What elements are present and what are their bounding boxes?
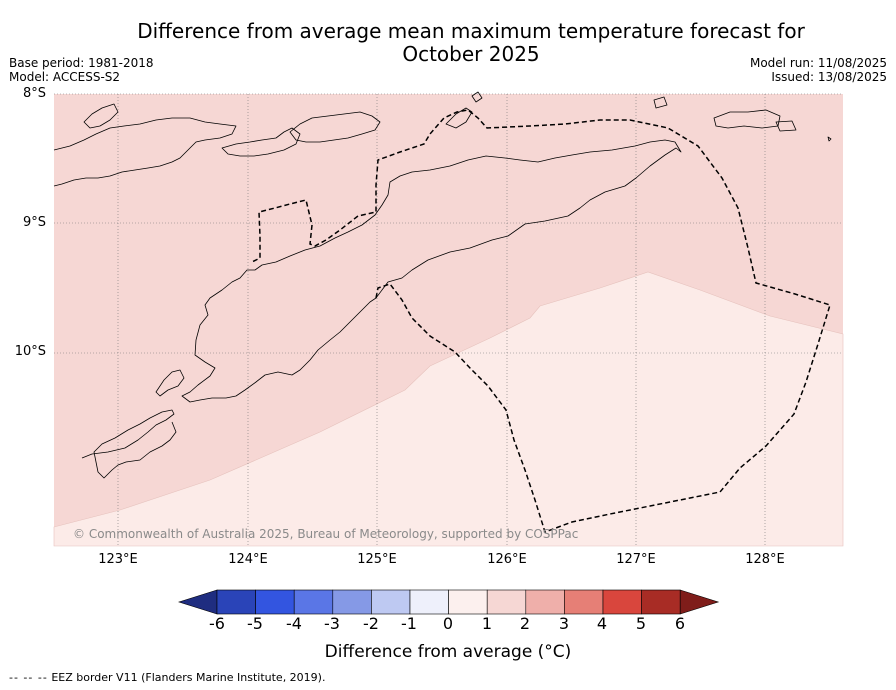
coastline-timor [181,139,682,403]
colorbar-tick: 4 [596,614,608,633]
lat-label-8s: 8°S [22,86,46,101]
lon-label-125e: 125°E [357,552,397,567]
colorbar-segment [525,589,565,615]
title-line-2: October 2025 [402,42,540,66]
lat-label-10s: 10°S [14,344,46,359]
colorbar-segments [178,589,720,615]
lon-label-124e: 124°E [228,552,268,567]
colorbar-segment [486,589,527,615]
coastline-wetar [445,107,473,129]
colorbar-tick: -3 [324,614,340,633]
colorbar-segment [332,589,372,615]
legend-dash-symbol: -- -- -- [9,671,48,684]
lon-label-126e: 126°E [487,552,527,567]
colorbar-tick: 6 [674,614,686,633]
eez-legend: -- -- -- EEZ border V11 (Flanders Marine… [9,671,325,684]
colorbar-segment [216,589,256,615]
colorbar-tick: -2 [363,614,379,633]
lat-label-9s: 9°S [22,215,46,230]
colorbar-tick: 1 [481,614,493,633]
colorbar-segment [293,589,334,615]
colorbar-segment [448,589,488,615]
model-run: Model run: 11/08/2025 [749,56,887,70]
title-line-1: Difference from average mean maximum tem… [137,19,805,43]
colorbar-extend-high [679,589,720,615]
eez-border [251,109,831,533]
colorbar-tick: 2 [519,614,531,633]
lon-label-128e: 128°E [745,552,785,567]
colorbar-segment [371,589,411,615]
coastline-island-ne4 [827,136,832,142]
colorbar-extend-low [178,589,218,615]
issued-date: Issued: 13/08/2025 [771,70,887,84]
coastline-rote [81,409,177,479]
coastline-flores [53,117,237,187]
coastline-island-ne3 [775,120,797,132]
colorbar-segment [602,589,642,615]
colorbar-tick: 3 [558,614,570,633]
colorbar-tick: -4 [286,614,302,633]
colorbar-segment [641,589,681,615]
coastline-island-ne1 [653,96,668,109]
colorbar-tick: 5 [635,614,647,633]
base-period: Base period: 1981-2018 [9,56,154,70]
anomaly-region-0-to-1 [53,271,844,547]
colorbar-tick: 0 [442,614,454,633]
coastline-alor [289,111,381,143]
coastline-pantar [221,127,301,157]
lon-label-127e: 127°E [616,552,656,567]
coastlines [53,91,832,479]
coastline-atauro [471,91,483,103]
colorbar-segment [564,589,604,615]
eez-border-main [251,109,831,533]
colorbar-segment [409,589,449,615]
coastline-lembata [83,103,119,129]
colorbar-segment [255,589,295,615]
coastline-semau [155,369,185,397]
meta-right: Model run: 11/08/2025 Issued: 13/08/2025 [750,56,887,84]
copyright-notice: © Commonwealth of Australia 2025, Bureau… [73,527,579,541]
colorbar-tick: -1 [401,614,417,633]
colorbar-label: Difference from average (°C) [324,642,572,662]
legend-text: EEZ border V11 (Flanders Marine Institut… [51,671,326,684]
meta-left: Base period: 1981-2018 Model: ACCESS-S2 [9,56,154,84]
lon-label-123e: 123°E [98,552,138,567]
map-title: Difference from average mean maximum tem… [96,20,846,66]
graticule [54,93,843,546]
colorbar-tick: -5 [247,614,263,633]
model-name: Model: ACCESS-S2 [9,70,121,84]
colorbar-tick: -6 [209,614,225,633]
